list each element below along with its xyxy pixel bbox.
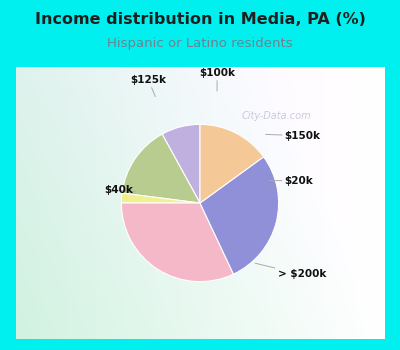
Text: > $200k: > $200k bbox=[255, 263, 326, 279]
Text: City-Data.com: City-Data.com bbox=[242, 111, 311, 121]
Wedge shape bbox=[121, 193, 200, 203]
Wedge shape bbox=[121, 203, 234, 282]
Text: Hispanic or Latino residents: Hispanic or Latino residents bbox=[107, 37, 293, 50]
Wedge shape bbox=[162, 124, 200, 203]
Wedge shape bbox=[200, 124, 264, 203]
Text: $100k: $100k bbox=[199, 68, 235, 91]
Text: Income distribution in Media, PA (%): Income distribution in Media, PA (%) bbox=[34, 12, 366, 27]
Wedge shape bbox=[122, 134, 200, 203]
Text: $125k: $125k bbox=[130, 75, 166, 97]
Wedge shape bbox=[200, 157, 279, 274]
Text: $150k: $150k bbox=[266, 131, 321, 141]
Text: $20k: $20k bbox=[269, 176, 314, 186]
Text: $40k: $40k bbox=[104, 186, 135, 195]
